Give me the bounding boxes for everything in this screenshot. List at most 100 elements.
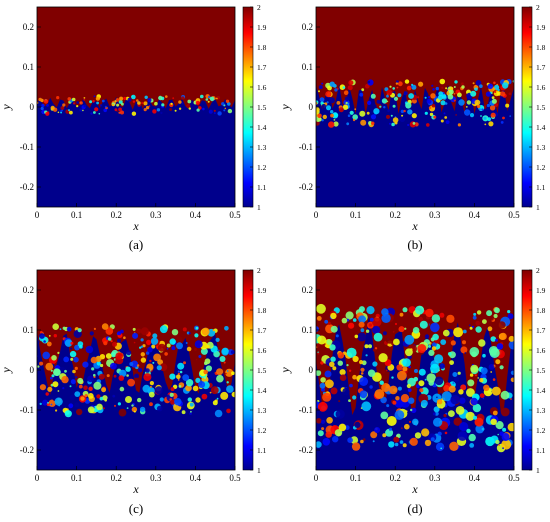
- x-tick-label: 0.3: [429, 210, 441, 220]
- colorbar-tick-label: 2: [536, 266, 540, 275]
- panel-b: 0 0.1 0.2 0.3 0.4 0.5 0.2 0.1 0 -0.1 -0.2 x y 2 1.9 1.8…: [278, 3, 546, 252]
- y-tick-label: -0.1: [299, 142, 313, 152]
- x-tick-label: 0.2: [111, 210, 122, 220]
- x-tick-label: 0.1: [71, 210, 82, 220]
- colorbar-tick-label: 1.3: [257, 406, 267, 415]
- colorbar-tick-label: 1.3: [257, 143, 267, 152]
- colorbar-tick-label: 1.4: [536, 386, 546, 395]
- colorbar-tick-label: 2: [257, 266, 261, 275]
- colorbar-tick-label: 1.8: [536, 306, 546, 315]
- y-tick-label: 0: [309, 102, 314, 112]
- y-tick-label: -0.1: [20, 405, 34, 415]
- heavy-fluid-region: [316, 270, 514, 415]
- y-tick-label: -0.2: [20, 182, 34, 192]
- y-tick-label: 0: [30, 102, 35, 112]
- y-tick-label: 0.1: [302, 62, 313, 72]
- x-axis-label: x: [411, 482, 418, 496]
- density-field: [37, 270, 235, 470]
- colorbar-tick-label: 1.5: [536, 366, 546, 375]
- y-axis-label: y: [278, 104, 292, 111]
- panel-caption: (d): [407, 501, 422, 516]
- colorbar-tick-label: 1.7: [257, 326, 267, 335]
- x-tick-label: 0.2: [111, 473, 122, 483]
- x-tick-label: 0.5: [229, 210, 241, 220]
- colorbar-tick-label: 1.9: [536, 286, 546, 295]
- x-tick-label: 0.2: [390, 210, 401, 220]
- y-tick-label: 0: [30, 365, 35, 375]
- density-field: [316, 7, 514, 207]
- y-axis-label: y: [278, 367, 292, 374]
- x-tick-label: 0.3: [150, 473, 162, 483]
- colorbar-tick-label: 1.1: [257, 446, 267, 455]
- y-tick-label: 0.1: [302, 325, 313, 335]
- colorbar-tick-label: 1.5: [257, 103, 267, 112]
- colorbar-tick-label: 1: [536, 466, 540, 475]
- colorbar-tick-label: 1.4: [257, 123, 267, 132]
- panel-c: 0 0.1 0.2 0.3 0.4 0.5 0.2 0.1 0 -0.1 -0.2 x y 2 1.9 1.8…: [0, 266, 267, 516]
- panel-caption: (b): [407, 237, 422, 252]
- y-tick-label: -0.1: [299, 405, 313, 415]
- colorbar-tick-label: 1.9: [257, 286, 267, 295]
- x-tick-label: 0: [314, 210, 319, 220]
- y-tick-label: 0.2: [302, 285, 313, 295]
- x-axis-label: x: [132, 482, 139, 496]
- y-axis-label: y: [0, 104, 13, 111]
- x-tick-label: 0.4: [190, 210, 202, 220]
- y-tick-label: 0: [309, 365, 314, 375]
- x-tick-label: 0: [314, 473, 319, 483]
- y-tick-label: 0.2: [23, 22, 34, 32]
- colorbar-tick-label: 1.2: [257, 426, 267, 435]
- x-tick-label: 0: [35, 210, 40, 220]
- panel-a: 0 0.1 0.2 0.3 0.4 0.5 0.2 0.1 0 -0.1 -0.2 x y 2 1.9 1.8…: [0, 3, 267, 252]
- x-tick-label: 0.3: [150, 210, 162, 220]
- y-tick-label: -0.2: [20, 445, 34, 455]
- colorbar-tick-label: 1.9: [257, 23, 267, 32]
- panel-d: 0 0.1 0.2 0.3 0.4 0.5 0.2 0.1 0 -0.1 -0.2 x y 2 1.9 1.8…: [278, 266, 546, 516]
- colorbar-tick-label: 1.1: [536, 183, 546, 192]
- y-tick-label: 0.1: [23, 325, 34, 335]
- y-tick-label: -0.2: [299, 182, 313, 192]
- colorbar-tick-label: 1.9: [536, 23, 546, 32]
- colorbar-tick-label: 2: [257, 3, 261, 12]
- colorbar-tick-label: 1.8: [536, 43, 546, 52]
- colorbar-tick-label: 1.4: [536, 123, 546, 132]
- y-axis-label: y: [0, 367, 13, 374]
- x-tick-label: 0.1: [350, 473, 361, 483]
- colorbar-tick-label: 1.6: [257, 83, 267, 92]
- colorbar-tick-label: 1.8: [257, 306, 267, 315]
- colorbar-tick-label: 1: [257, 203, 261, 212]
- colorbar-tick-label: 1.2: [536, 426, 546, 435]
- colorbar-tick-label: 1.7: [536, 326, 546, 335]
- x-axis-label: x: [411, 219, 418, 233]
- panel-caption: (c): [129, 501, 143, 516]
- density-field: [37, 7, 235, 207]
- x-tick-label: 0.4: [469, 210, 481, 220]
- colorbar-tick-label: 1.5: [257, 366, 267, 375]
- colorbar-tick-label: 1.2: [257, 163, 267, 172]
- x-tick-label: 0.5: [229, 473, 241, 483]
- y-tick-label: 0.1: [23, 62, 34, 72]
- y-tick-label: 0.2: [23, 285, 34, 295]
- colorbar-tick-label: 1: [536, 203, 540, 212]
- colorbar-tick-label: 1.7: [536, 63, 546, 72]
- x-tick-label: 0.4: [190, 473, 202, 483]
- colorbar-tick-label: 1.8: [257, 43, 267, 52]
- colorbar-tick-label: 1.7: [257, 63, 267, 72]
- density-field: [316, 270, 514, 470]
- colorbar-tick-label: 1.3: [536, 143, 546, 152]
- x-tick-label: 0.5: [508, 210, 520, 220]
- x-tick-label: 0.5: [508, 473, 520, 483]
- x-tick-label: 0: [35, 473, 40, 483]
- x-tick-label: 0.1: [350, 210, 361, 220]
- x-tick-label: 0.2: [390, 473, 401, 483]
- x-axis-label: x: [132, 219, 139, 233]
- colorbar-tick-label: 1.6: [536, 346, 546, 355]
- colorbar-tick-label: 1.1: [536, 446, 546, 455]
- x-tick-label: 0.4: [469, 473, 481, 483]
- y-tick-label: 0.2: [302, 22, 313, 32]
- panel-caption: (a): [129, 237, 143, 252]
- heavy-fluid-region: [37, 7, 235, 110]
- colorbar-tick-label: 1.6: [257, 346, 267, 355]
- colorbar-tick-label: 1: [257, 466, 261, 475]
